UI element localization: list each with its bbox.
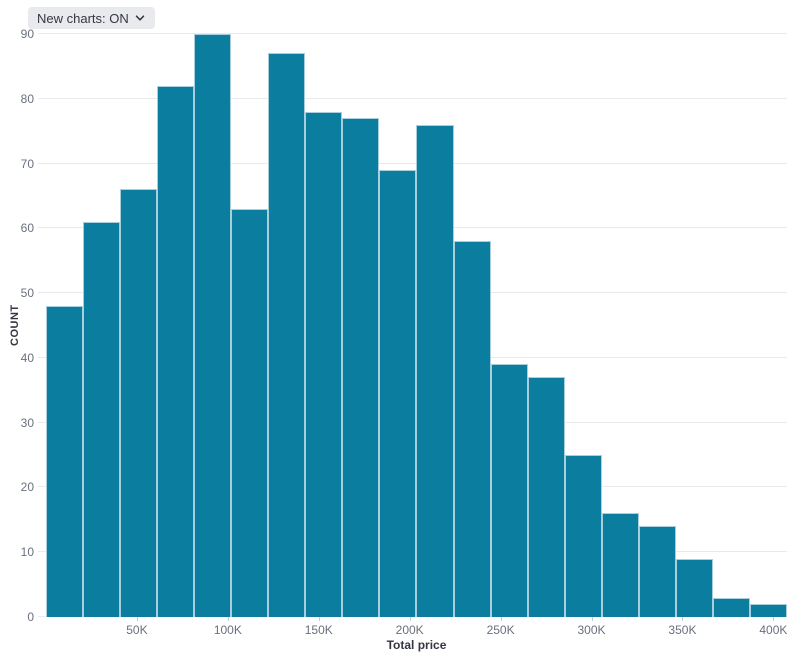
x-tick-mark xyxy=(318,617,320,621)
gridline xyxy=(38,97,787,99)
histogram-bar[interactable] xyxy=(712,597,750,617)
x-tick-label: 50K xyxy=(126,623,148,637)
x-tick-label: 350K xyxy=(668,623,697,637)
x-tick-label: 300K xyxy=(577,623,606,637)
y-tick-label: 20 xyxy=(20,480,34,495)
histogram-bar[interactable] xyxy=(749,604,787,617)
y-tick-label: 80 xyxy=(20,91,34,106)
histogram-bar[interactable] xyxy=(490,364,528,617)
y-tick-label: 90 xyxy=(20,27,34,41)
x-tick-mark xyxy=(227,617,229,621)
histogram-bar[interactable] xyxy=(601,513,639,617)
histogram-bar[interactable] xyxy=(379,170,417,617)
y-tick-label: 70 xyxy=(20,156,34,171)
histogram-bar[interactable] xyxy=(453,241,491,617)
histogram-bar[interactable] xyxy=(120,189,158,617)
x-tick-mark xyxy=(500,617,502,621)
x-tick-mark xyxy=(409,617,411,621)
y-tick-label: 0 xyxy=(27,610,34,624)
y-tick-label: 10 xyxy=(20,545,34,560)
histogram-bar[interactable] xyxy=(157,85,195,617)
x-tick-label: 250K xyxy=(486,623,515,637)
x-tick-label: 100K xyxy=(213,623,242,637)
y-axis: 0 10 20 30 40 50 60 70 80 90 xyxy=(0,28,34,623)
histogram-bar[interactable] xyxy=(268,53,306,617)
histogram-bar[interactable] xyxy=(416,124,454,617)
bars-container xyxy=(46,34,787,617)
histogram-bar[interactable] xyxy=(675,558,713,617)
x-tick-mark xyxy=(136,617,138,621)
histogram-bar[interactable] xyxy=(342,118,380,617)
histogram-bar[interactable] xyxy=(305,111,343,617)
x-tick-label: 200K xyxy=(395,623,424,637)
histogram-bar[interactable] xyxy=(638,526,676,617)
y-tick-label: 60 xyxy=(20,221,34,236)
gridline xyxy=(38,162,787,164)
new-charts-toggle-label: New charts: ON xyxy=(37,10,129,26)
histogram-bar[interactable] xyxy=(527,377,565,617)
new-charts-toggle[interactable]: New charts: ON xyxy=(28,7,155,29)
y-tick-label: 40 xyxy=(20,350,34,365)
x-tick-mark xyxy=(773,617,775,621)
histogram-bar[interactable] xyxy=(83,221,121,617)
histogram-bar[interactable] xyxy=(231,208,269,617)
histogram-bar[interactable] xyxy=(46,306,84,617)
histogram-bar[interactable] xyxy=(194,34,232,617)
x-axis: 50K 100K 150K 200K 250K 300K 350K 400K xyxy=(46,617,787,653)
y-tick-label: 30 xyxy=(20,415,34,430)
x-tick-mark xyxy=(682,617,684,621)
y-tick-label: 50 xyxy=(20,286,34,301)
x-tick-label: 150K xyxy=(304,623,333,637)
plot-area xyxy=(38,33,787,617)
x-axis-title: Total price xyxy=(386,638,447,652)
histogram-bar[interactable] xyxy=(564,455,602,617)
x-tick-label: 400K xyxy=(759,623,788,637)
chevron-down-icon xyxy=(134,12,146,24)
gridline xyxy=(38,33,787,34)
x-tick-mark xyxy=(591,617,593,621)
